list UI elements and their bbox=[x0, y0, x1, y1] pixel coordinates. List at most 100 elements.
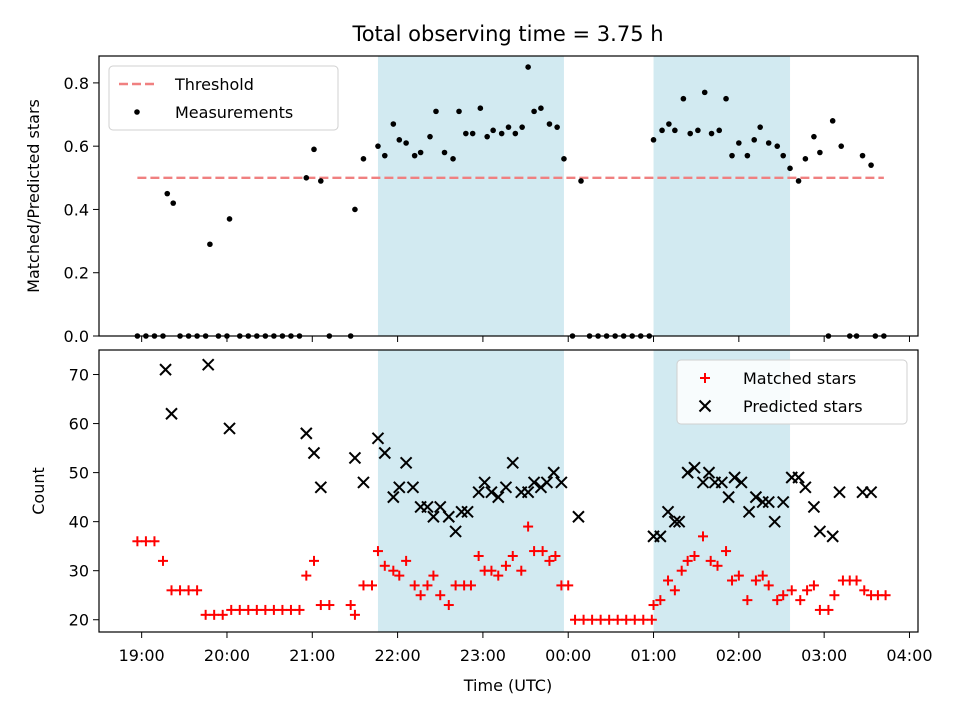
predicted-point-b bbox=[406, 481, 420, 494]
measurement-point bbox=[311, 146, 317, 153]
matched-point bbox=[880, 590, 891, 601]
x-tick-label: 19:00 bbox=[119, 646, 165, 665]
matched-point bbox=[629, 614, 640, 625]
predicted-point bbox=[492, 490, 505, 504]
predicted-point bbox=[521, 486, 535, 499]
predicted-point-b bbox=[833, 486, 846, 499]
predicted-point bbox=[813, 525, 827, 538]
matched-point bbox=[682, 555, 693, 566]
predicted-point bbox=[434, 500, 447, 514]
matched-point bbox=[638, 614, 649, 625]
matched-point bbox=[345, 600, 356, 611]
matched-point bbox=[721, 546, 732, 557]
matched-point bbox=[308, 555, 319, 566]
predicted-point-b bbox=[472, 486, 485, 499]
matched-point bbox=[301, 570, 312, 581]
x-tick-label: 00:00 bbox=[545, 646, 591, 665]
matched-point bbox=[294, 604, 305, 615]
predicted-point-b bbox=[485, 486, 498, 499]
measurement-point bbox=[450, 156, 456, 162]
measurement-point bbox=[318, 178, 324, 184]
measurement-point bbox=[716, 127, 723, 134]
predicted-point-b bbox=[348, 451, 362, 465]
x-tick-label: 04:00 bbox=[886, 646, 932, 665]
measurement-point bbox=[802, 156, 809, 162]
measurement-point bbox=[795, 178, 802, 184]
predicted-point bbox=[688, 461, 701, 474]
matched-point bbox=[209, 609, 220, 620]
measurement-point bbox=[829, 118, 836, 124]
measurement-point bbox=[484, 133, 490, 140]
predicted-point bbox=[742, 505, 756, 519]
predicted-point-b bbox=[442, 510, 455, 523]
matched-point bbox=[149, 536, 160, 547]
shaded-window bbox=[377, 56, 564, 336]
matched-point bbox=[669, 585, 680, 596]
y-axis-label: Count bbox=[29, 467, 48, 515]
matched-point bbox=[200, 609, 211, 620]
matched-point bbox=[277, 604, 288, 615]
predicted-point bbox=[661, 505, 675, 519]
matched-point bbox=[676, 565, 687, 576]
y-tick-label: 60 bbox=[69, 415, 89, 434]
matched-point bbox=[516, 565, 527, 576]
measurement-point bbox=[787, 165, 793, 172]
measurement-point bbox=[672, 127, 678, 134]
predicted-point-b bbox=[492, 490, 505, 504]
measurement-point bbox=[207, 241, 213, 248]
predicted-point-b bbox=[715, 476, 728, 489]
measurement-point bbox=[708, 130, 715, 137]
predicted-point bbox=[749, 490, 763, 504]
predicted-point bbox=[540, 476, 554, 489]
matched-point bbox=[428, 570, 439, 581]
predicted-point-b bbox=[702, 466, 716, 479]
predicted-point-b bbox=[654, 530, 667, 543]
predicted-point-b bbox=[159, 363, 172, 376]
matched-point bbox=[217, 609, 228, 620]
predicted-point-b bbox=[300, 427, 313, 440]
predicted-point bbox=[472, 486, 485, 499]
legend: Matched stars Predicted stars bbox=[676, 359, 908, 425]
predicted-point-b bbox=[357, 476, 370, 489]
matched-point bbox=[646, 614, 657, 625]
predicted-point-b bbox=[728, 471, 741, 484]
matched-point bbox=[422, 580, 433, 591]
predicted-point-b bbox=[768, 515, 781, 528]
measurement-point bbox=[433, 108, 439, 115]
matched-point bbox=[401, 555, 412, 566]
matched-point bbox=[192, 585, 203, 596]
legend-predicted-swatch-b bbox=[698, 399, 712, 413]
x-tick-label: 21:00 bbox=[289, 646, 335, 665]
measurement-point bbox=[498, 130, 505, 137]
matched-point bbox=[315, 600, 326, 611]
matched-point bbox=[772, 595, 783, 606]
predicted-point bbox=[461, 505, 474, 519]
matched-point bbox=[750, 575, 761, 586]
measurement-point bbox=[411, 152, 418, 159]
measurement-point bbox=[680, 95, 687, 102]
matched-point bbox=[795, 595, 806, 606]
matched-point bbox=[595, 614, 606, 625]
matched-point bbox=[251, 604, 262, 615]
predicted-point-b bbox=[393, 481, 406, 494]
measurement-point bbox=[666, 121, 672, 127]
matched-point bbox=[570, 614, 581, 625]
predicted-point-b bbox=[421, 500, 434, 514]
predicted-point bbox=[776, 495, 790, 509]
x-tick-label: 20:00 bbox=[204, 646, 250, 665]
matched-point bbox=[372, 546, 383, 557]
predicted-point-b bbox=[201, 358, 215, 371]
measurement-point bbox=[561, 156, 567, 162]
measurement-point bbox=[868, 162, 874, 168]
measurement-point bbox=[381, 152, 388, 159]
measurement-point bbox=[811, 133, 817, 140]
matched-point bbox=[243, 604, 254, 615]
y-tick-label: 0.0 bbox=[64, 327, 89, 346]
measurement-point bbox=[427, 133, 433, 140]
legend-label: Threshold bbox=[174, 75, 254, 94]
measurement-point bbox=[512, 130, 519, 137]
predicted-point bbox=[547, 466, 560, 479]
predicted-point-b bbox=[434, 500, 447, 514]
measurement-point bbox=[838, 143, 845, 149]
matched-point bbox=[829, 590, 840, 601]
